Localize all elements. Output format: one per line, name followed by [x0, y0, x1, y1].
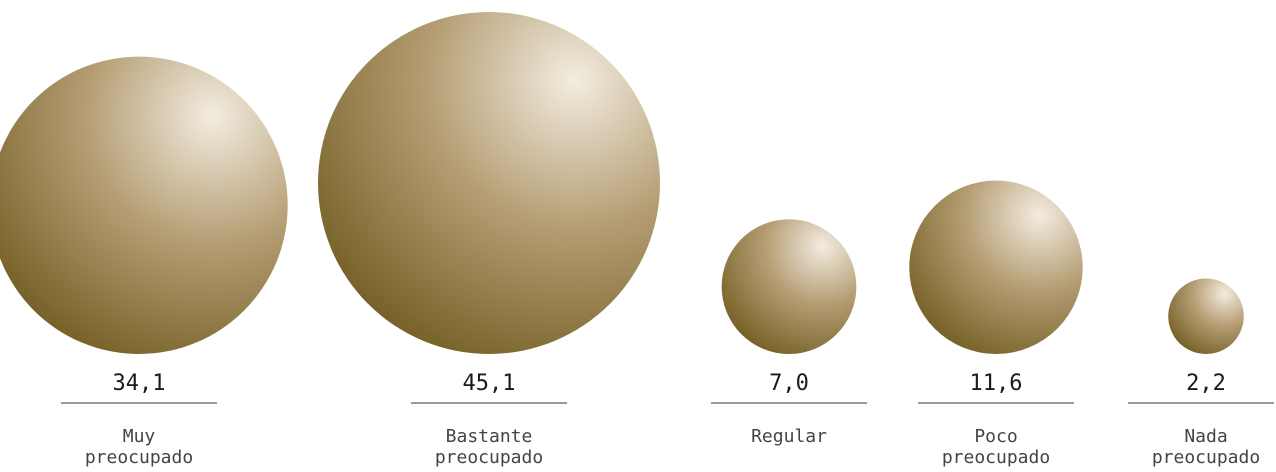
value-label-2: 45,1: [463, 371, 516, 396]
category-label-5-line-1: Nada: [1184, 426, 1227, 447]
category-label-4-line-1: Poco: [974, 426, 1017, 447]
value-label-4: 11,6: [970, 371, 1023, 396]
bubble-1: [0, 56, 288, 354]
labels-layer: 34,1Muypreocupado45,1Bastantepreocupado7…: [61, 371, 1274, 468]
bubbles-layer: [0, 12, 1244, 354]
bubble-5: [1168, 278, 1244, 354]
category-label-2-line-2: preocupado: [435, 447, 543, 468]
category-label-3-line-1: Regular: [751, 426, 827, 447]
category-label-1-line-2: preocupado: [85, 447, 193, 468]
bubble-2: [318, 12, 660, 354]
category-label-4-line-2: preocupado: [942, 447, 1050, 468]
value-label-5: 2,2: [1186, 371, 1226, 396]
category-label-5-line-2: preocupado: [1152, 447, 1260, 468]
category-label-2-line-1: Bastante: [446, 426, 533, 447]
bubble-3: [721, 219, 857, 354]
bubble-4: [909, 180, 1083, 354]
category-label-1-line-1: Muy: [123, 426, 156, 447]
value-label-1: 34,1: [113, 371, 166, 396]
value-label-3: 7,0: [769, 371, 809, 396]
